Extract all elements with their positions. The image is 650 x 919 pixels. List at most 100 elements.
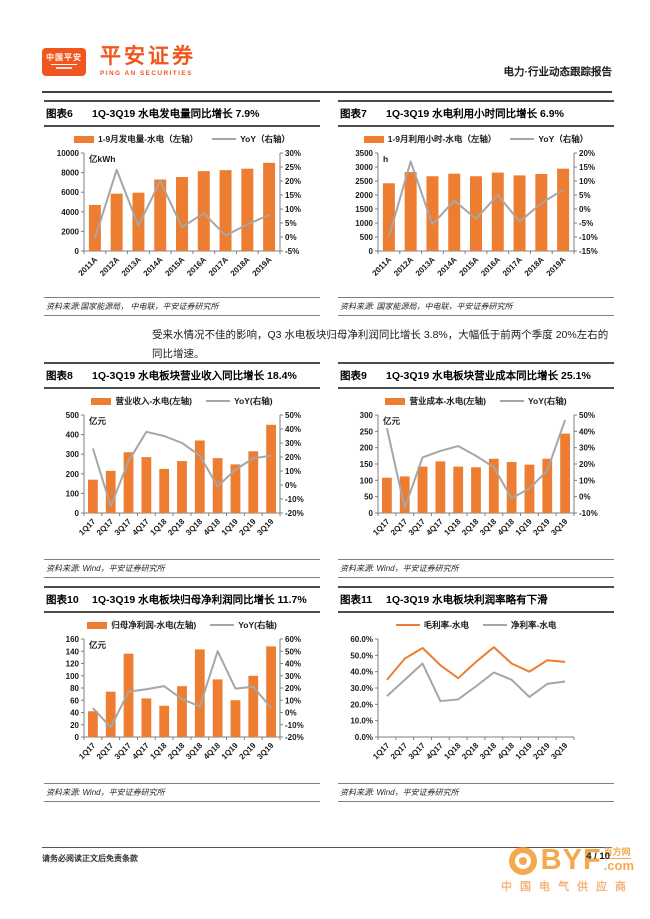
left-tick-label: 60.0% — [350, 635, 373, 644]
category-label: 2015A — [457, 255, 480, 278]
bar — [266, 646, 276, 737]
right-tick-label: -20% — [285, 733, 304, 742]
watermark-dotcom-text: .com — [603, 858, 634, 874]
watermark-stack: 百方网 .com — [603, 847, 634, 874]
figure-heading: 1Q-3Q19 水电发电量同比增长 7.9% — [92, 108, 260, 120]
right-tick-label: 20% — [579, 460, 595, 469]
right-tick-label: -5% — [579, 219, 593, 228]
right-tick-label: 20% — [285, 453, 301, 462]
chart-legend: 归母净利润-水电(左轴) YoY(右轴) — [44, 617, 320, 633]
left-tick-label: 200 — [66, 470, 80, 479]
legend-item: YoY(右轴) — [205, 395, 273, 407]
bar — [194, 649, 205, 737]
right-tick-label: -10% — [285, 721, 304, 730]
line-swatch-icon — [212, 137, 237, 141]
left-tick-label: 0 — [75, 247, 80, 256]
category-label: 1Q17 — [77, 741, 98, 762]
category-label: 2018A — [523, 255, 546, 278]
legend-item: YoY(右轴) — [210, 619, 277, 631]
bar — [488, 458, 499, 513]
figure-panel-8: 图表8 1Q-3Q19 水电板块营业收入同比增长 18.4% 营业收入-水电(左… — [44, 362, 320, 578]
left-tick-label: 40 — [70, 709, 79, 718]
figure-source: 资料来源: Wind，平安证券研究所 — [338, 559, 614, 578]
pingan-logo: 中国平安 平安证券 PING AN SECURITIES — [42, 45, 196, 77]
legend-item: 1-9月发电量-水电（左轴） — [73, 133, 199, 145]
bar — [176, 177, 188, 251]
left-tick-label: 160 — [66, 635, 80, 644]
bar — [382, 183, 395, 251]
right-tick-label: -10% — [579, 233, 598, 242]
watermark-byf-text: BYF — [540, 844, 602, 876]
left-tick-label: 0 — [75, 733, 80, 742]
figure-title: 图表8 1Q-3Q19 水电板块营业收入同比增长 18.4% — [44, 362, 320, 389]
chart-canvas: 0 20 40 60 80 100 120 140 160 -20% -10% 0% 10% 20% 30%… — [66, 635, 304, 762]
left-tick-label: 200 — [360, 444, 374, 453]
category-label: 2Q17 — [389, 741, 410, 762]
category-label: 2013A — [414, 255, 437, 278]
series-line — [91, 430, 272, 507]
chart-legend: 营业成本-水电(左轴) YoY(右轴) — [338, 393, 614, 409]
legend-label: YoY（右轴） — [240, 134, 291, 144]
left-tick-label: 300 — [360, 411, 374, 420]
category-label: 1Q18 — [148, 741, 169, 762]
left-tick-label: 140 — [66, 647, 80, 656]
bar — [123, 653, 134, 737]
figure-title: 图表7 1Q-3Q19 水电利用小时同比增长 6.9% — [338, 100, 614, 127]
legend-label: 1-9月发电量-水电（左轴） — [97, 134, 199, 144]
left-tick-label: 250 — [360, 427, 374, 436]
chart-legend: 毛利率-水电 净利率-水电 — [338, 617, 614, 633]
figure-panel-10: 图表10 1Q-3Q19 水电板块归母净利润同比增长 11.7% 归母净利润-水… — [44, 586, 320, 802]
axis-unit-label: h — [383, 154, 388, 164]
bar — [471, 467, 481, 513]
right-tick-label: 30% — [285, 672, 301, 681]
chart-canvas: 0 2000 4000 6000 8000 10000 -5% 0% 5% 10% 15% 20% 25… — [57, 149, 301, 278]
category-label: 3Q17 — [407, 517, 428, 538]
right-tick-label: 10% — [579, 177, 595, 186]
category-label: 2Q19 — [237, 517, 258, 538]
category-label: 2Q18 — [166, 517, 187, 538]
bar — [230, 700, 241, 737]
right-tick-label: 50% — [579, 411, 595, 420]
category-label: 2014A — [142, 255, 165, 278]
bar — [470, 176, 482, 251]
legend-label: 营业成本-水电(左轴) — [409, 396, 486, 406]
figure-label: 图表11 — [340, 594, 373, 606]
legend-item: 1-9月利用小时-水电（左轴） — [363, 133, 496, 145]
bar — [426, 176, 439, 251]
figure-panel-7: 图表7 1Q-3Q19 水电利用小时同比增长 6.9% 1-9月利用小时-水电（… — [338, 100, 614, 316]
right-tick-label: 15% — [285, 191, 301, 200]
right-tick-label: 0% — [285, 709, 297, 718]
byf-watermark: BYF 百方网 .com 中国电气供应商 — [414, 846, 634, 894]
left-tick-label: 0.0% — [355, 733, 373, 742]
right-tick-label: 30% — [579, 444, 595, 453]
left-tick-label: 100 — [66, 672, 80, 681]
left-tick-label: 10.0% — [350, 717, 373, 726]
bar — [197, 171, 210, 251]
axis-unit-label: 亿元 — [89, 416, 107, 426]
right-tick-label: 30% — [285, 439, 301, 448]
series-line — [386, 662, 566, 703]
chart-operating-cost: 营业成本-水电(左轴) YoY(右轴) 0 50 100 150 200 250 300 -10%… — [338, 393, 614, 559]
series-line — [93, 168, 270, 239]
category-label: 3Q19 — [255, 741, 276, 762]
series-line — [385, 419, 567, 510]
bar — [194, 440, 205, 513]
right-tick-label: 0% — [285, 233, 297, 242]
category-label: 2Q19 — [531, 741, 552, 762]
right-tick-label: 60% — [285, 635, 301, 644]
line-swatch-icon — [483, 623, 507, 627]
badge-divider — [51, 64, 77, 66]
category-label: 2016A — [479, 255, 502, 278]
bar — [417, 466, 428, 513]
category-label: 4Q17 — [131, 741, 152, 762]
right-tick-label: -20% — [285, 509, 304, 518]
axis-unit-label: 亿元 — [89, 640, 107, 650]
left-tick-label: 60 — [70, 696, 79, 705]
category-label: 1Q17 — [371, 517, 392, 538]
legend-item: 归母净利润-水电(左轴) — [87, 619, 196, 631]
bar-swatch-icon — [91, 397, 112, 405]
axis-unit-label: 亿元 — [383, 416, 401, 426]
line-swatch-icon — [510, 137, 535, 141]
figure-source: 资料来源: Wind，平安证券研究所 — [44, 559, 320, 578]
